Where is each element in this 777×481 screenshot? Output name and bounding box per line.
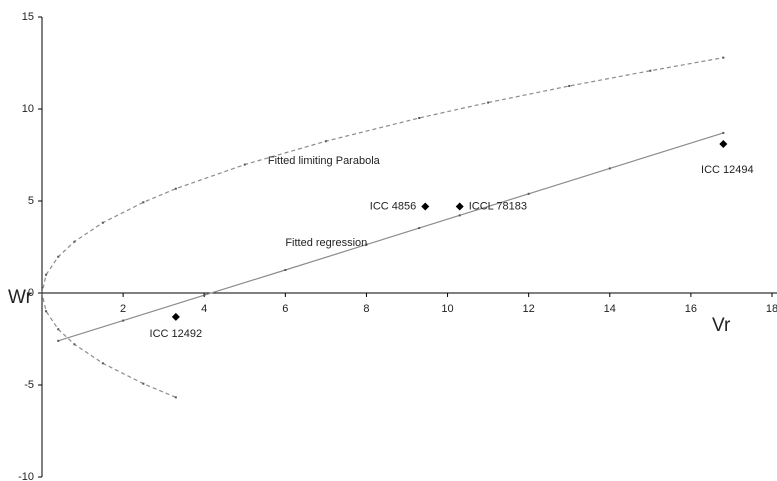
point-label: ICC 12494	[701, 164, 754, 176]
series-vertex	[243, 163, 246, 166]
series-vertex	[722, 131, 725, 134]
data-point	[719, 139, 728, 148]
point-label: ICC 12492	[150, 328, 203, 340]
x-tick-label: 14	[604, 303, 616, 315]
series-vertex	[365, 243, 368, 246]
x-tick-label: 4	[201, 303, 207, 315]
series-vertex	[722, 56, 725, 59]
series-vertex	[73, 240, 76, 243]
x-tick-label: 8	[363, 303, 369, 315]
y-tick-label: 10	[22, 103, 34, 115]
series-vertex	[418, 227, 421, 230]
y-tick-label: -10	[18, 471, 34, 481]
series-vertex	[45, 310, 48, 313]
series-vertex	[174, 396, 177, 399]
series-vertex	[527, 192, 530, 195]
x-tick-label: 18	[766, 303, 777, 315]
y-axis-title: Wr	[8, 287, 33, 308]
series-vertex	[142, 201, 145, 204]
y-tick-label: 15	[22, 11, 34, 23]
series-vertex	[41, 292, 43, 294]
series-vertex	[568, 85, 571, 87]
series-vertex	[284, 269, 287, 271]
y-tick-label: -5	[24, 379, 34, 391]
series-line	[41, 57, 724, 398]
x-tick-label: 10	[441, 303, 453, 315]
series-vertex	[101, 362, 104, 365]
series-vertex	[101, 221, 104, 224]
point-label: ICCL 78183	[469, 200, 527, 212]
x-tick-label: 2	[120, 303, 126, 315]
x-axis-title: Vr	[712, 315, 731, 336]
series-vertex	[418, 117, 421, 120]
series-vertex	[57, 328, 60, 331]
series-vertex	[142, 382, 145, 385]
x-tick-label: 12	[523, 303, 535, 315]
series-vertex	[649, 69, 652, 72]
y-tick-label: 0	[28, 287, 34, 299]
series-vertex	[57, 255, 60, 258]
series-annotation: Fitted limiting Parabola	[268, 155, 381, 167]
series-vertex	[57, 339, 60, 342]
data-point	[171, 312, 180, 321]
series-vertex	[487, 101, 490, 104]
x-tick-label: 16	[685, 303, 697, 315]
series-vertex	[324, 140, 327, 143]
series-vertex	[174, 187, 177, 190]
series-vertex	[608, 167, 611, 170]
series-vertex	[45, 273, 48, 276]
x-tick-label: 6	[282, 303, 288, 315]
series-vertex	[203, 294, 206, 297]
series-vertex	[458, 214, 461, 217]
y-tick-label: 5	[28, 195, 34, 207]
point-label: ICC 4856	[370, 200, 416, 212]
series-line	[58, 132, 724, 342]
series-vertex	[73, 343, 76, 346]
data-point	[421, 202, 430, 211]
data-point	[455, 202, 464, 211]
series-vertex	[122, 319, 125, 322]
series-annotation: Fitted regression	[285, 237, 367, 249]
